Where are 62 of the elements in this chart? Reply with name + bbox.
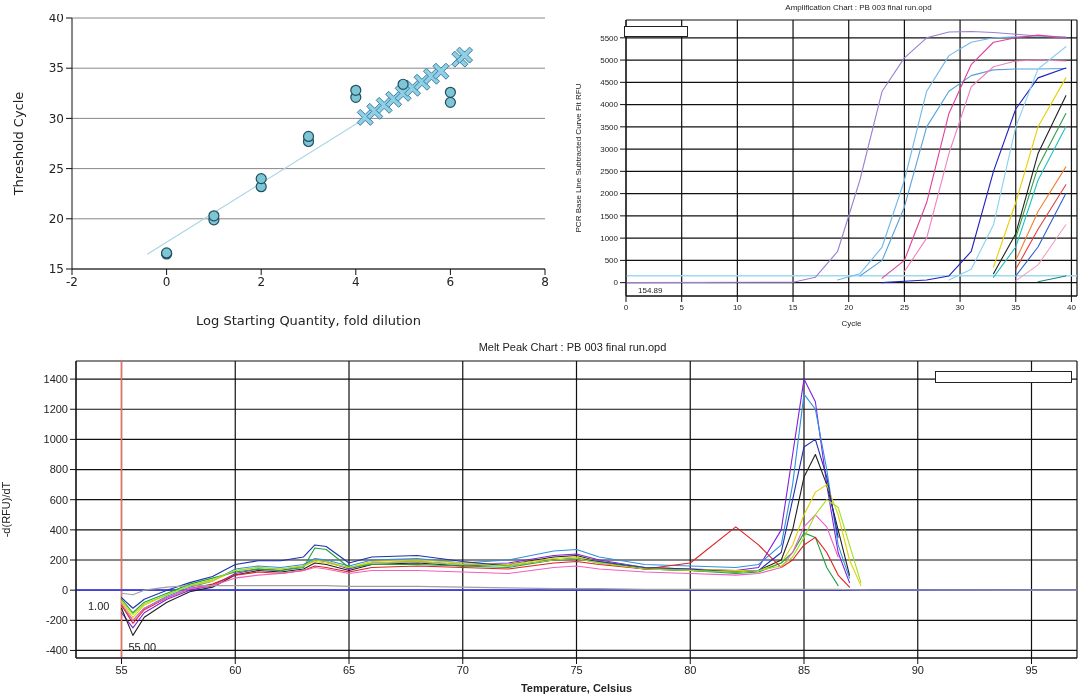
y-tick-label: 800 xyxy=(49,463,68,476)
y-tick-label: 2000 xyxy=(600,189,619,199)
x-axis-title: Log Starting Quantity, fold dilution xyxy=(196,313,421,328)
x-tick-label: 75 xyxy=(570,663,583,676)
x-tick-label: 15 xyxy=(788,302,799,312)
x-tick-label: -2 xyxy=(66,274,78,289)
x-tick-label: 80 xyxy=(684,663,697,676)
y-tick-label: 5000 xyxy=(600,55,619,65)
y-tick-label: 2500 xyxy=(600,167,619,177)
x-tick-label: 55 xyxy=(115,663,128,676)
x-tick-label: 60 xyxy=(229,663,242,676)
y-tick-label: 500 xyxy=(604,256,619,266)
x-tick-label: 5 xyxy=(679,302,685,312)
y-tick-label: 35 xyxy=(48,61,64,76)
x-tick-label: 85 xyxy=(797,663,811,676)
ref-line-label: 1.00 xyxy=(88,599,110,612)
x-tick-label: 0 xyxy=(162,274,171,289)
y-tick-label: 30 xyxy=(48,111,64,126)
ref-line-label: 154.89 xyxy=(638,286,664,296)
x-tick-label: 35 xyxy=(1011,302,1021,312)
y-tick-label: 600 xyxy=(49,493,68,506)
x-tick-label: 4 xyxy=(351,274,360,289)
y-tick-label: 1000 xyxy=(43,433,68,446)
y-tick-label: 25 xyxy=(48,161,64,176)
y-axis-title: PCR Base Line Subtracted Curve Fit RFU xyxy=(573,83,583,233)
x-tick-label: 25 xyxy=(899,302,910,312)
y-tick-label: 1500 xyxy=(600,211,619,221)
x-tick-label: 30 xyxy=(955,302,966,312)
x-tick-label: 65 xyxy=(342,663,356,676)
y-tick-label: 1200 xyxy=(43,403,68,416)
y-tick-label: 4500 xyxy=(600,78,619,88)
y-tick-label: 5500 xyxy=(600,33,619,43)
y-tick-label: 3000 xyxy=(600,144,619,154)
x-tick-label: 40 xyxy=(1066,302,1077,312)
x-axis-title: Cycle xyxy=(841,319,863,328)
y-tick-label: -400 xyxy=(45,644,68,657)
x-tick-label: 20 xyxy=(844,302,854,312)
y-tick-label: 4000 xyxy=(600,100,619,110)
y-tick-label: -200 xyxy=(45,614,68,627)
y-tick-label: 1000 xyxy=(600,233,619,243)
y-tick-label: 40 xyxy=(48,11,64,26)
x-tick-label: 8 xyxy=(541,274,549,289)
x-tick-label: 10 xyxy=(732,302,743,312)
x-axis-title: Temperature, Celsius xyxy=(520,682,633,694)
chart-title: Melt Peak Chart : PB 003 final run.opd xyxy=(477,340,668,355)
y-tick-label: 400 xyxy=(49,523,68,536)
y-axis-title: Threshold Cycle xyxy=(10,91,26,197)
y-tick-label: 20 xyxy=(48,212,64,227)
x-tick-label: 6 xyxy=(446,274,455,289)
x-tick-label: 90 xyxy=(911,663,924,676)
y-tick-label: 1400 xyxy=(43,373,68,385)
x-tick-label: 2 xyxy=(257,274,266,289)
y-tick-label: 0 xyxy=(61,584,68,597)
x-tick-label: 70 xyxy=(456,663,469,676)
y-tick-label: 15 xyxy=(48,262,64,277)
x-tick-label: 95 xyxy=(1025,663,1038,676)
ref-line-label: 55.00 xyxy=(128,641,157,653)
y-tick-label: 3500 xyxy=(600,122,619,132)
x-tick-label: 0 xyxy=(623,302,629,312)
y-tick-label: 200 xyxy=(49,553,68,566)
y-axis-title: -d(RFU)/dT xyxy=(0,481,12,538)
chart-title: Amplification Chart : PB 003 final run.opd xyxy=(784,2,933,14)
